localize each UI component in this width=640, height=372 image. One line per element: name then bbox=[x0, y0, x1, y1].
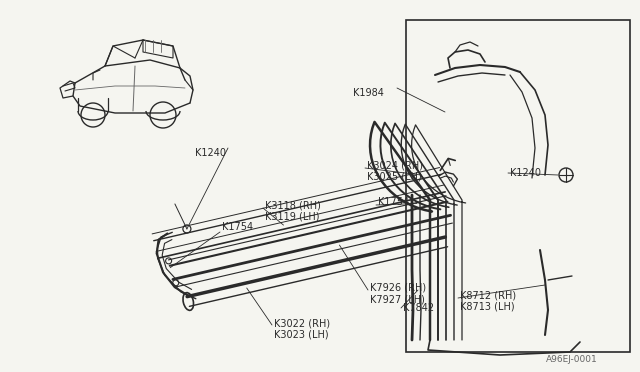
Text: K1984: K1984 bbox=[353, 88, 384, 98]
Text: K3024 (RH)
K3025 (LH): K3024 (RH) K3025 (LH) bbox=[367, 160, 423, 182]
Text: K1240: K1240 bbox=[195, 148, 226, 158]
Text: K1754: K1754 bbox=[378, 197, 409, 207]
Text: K8712 (RH)
K8713 (LH): K8712 (RH) K8713 (LH) bbox=[460, 290, 516, 312]
Text: K3118 (RH)
K3119 (LH): K3118 (RH) K3119 (LH) bbox=[265, 200, 321, 222]
Text: K7926 (RH)
K7927 (LH): K7926 (RH) K7927 (LH) bbox=[370, 283, 426, 305]
Text: K1754: K1754 bbox=[222, 222, 253, 232]
Text: K7842: K7842 bbox=[403, 303, 434, 313]
Text: A96EJ-0001: A96EJ-0001 bbox=[547, 355, 598, 364]
Text: K1240: K1240 bbox=[510, 168, 541, 178]
Text: K3022 (RH)
K3023 (LH): K3022 (RH) K3023 (LH) bbox=[274, 318, 330, 340]
Bar bbox=[406, 20, 630, 352]
